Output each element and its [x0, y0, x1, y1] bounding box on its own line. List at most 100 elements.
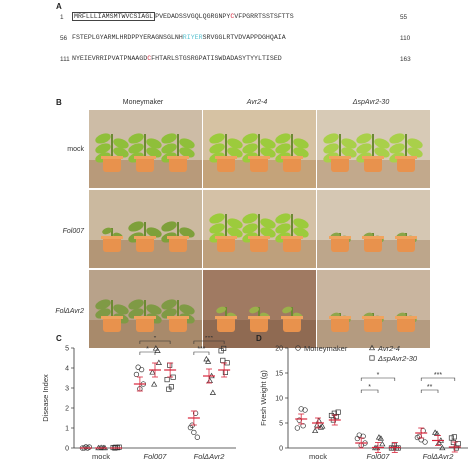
legend-marker	[369, 355, 375, 361]
plant-stem	[339, 134, 341, 158]
y-tick-label: 0	[65, 445, 69, 452]
significance-bracket	[360, 377, 396, 381]
plant-photo-cell	[317, 190, 430, 268]
y-tick-label: 2	[65, 405, 69, 412]
flower-pot	[395, 236, 417, 252]
flower-pot	[167, 236, 189, 252]
data-point	[167, 362, 173, 368]
flower-pot	[281, 236, 303, 252]
plant-photo-cell	[203, 190, 316, 268]
flower-pot	[215, 156, 237, 172]
significance-label: ***	[434, 372, 442, 379]
x-group-label: FolΔAvr2	[423, 452, 455, 461]
data-point	[360, 433, 366, 439]
sequence-line: NYEIEVRRIPVATPNAAGDCFHTARLSTGSRGPATISWDA…	[72, 55, 282, 62]
signal-peptide-box: MRFLLLIAMSMTWVCSIAGL	[72, 12, 156, 21]
data-point	[220, 357, 226, 363]
flower-pot	[248, 156, 270, 172]
y-axis-label: Fresh Weight (g)	[259, 370, 268, 426]
significance-label: *	[368, 384, 371, 391]
significance-label: ***	[197, 346, 205, 353]
data-point	[439, 444, 446, 451]
y-tick-label: 0	[279, 445, 283, 452]
sequence-line: FSTEPLGYARMLHRDPPYERAGNSGLNHRIYERSRVGGLR…	[72, 34, 286, 41]
significance-bracket	[193, 340, 225, 344]
sequence-end-number: 163	[400, 56, 411, 63]
sequence-end-number: 110	[400, 35, 411, 42]
data-point	[191, 429, 197, 436]
plant-stem	[144, 300, 146, 318]
y-tick-label: 20	[275, 345, 283, 352]
data-point	[135, 364, 141, 370]
sequence-segment: FHTARLSTGSRGPATISWDADASYTYYLTISED	[151, 55, 282, 62]
plant-stem	[177, 300, 179, 318]
sequence-segment: FSTEPLGYARMLHRDPPYERAGNSGLNH	[72, 34, 183, 41]
plant-stem	[372, 134, 374, 158]
data-point	[312, 427, 319, 434]
y-tick-label: 10	[275, 395, 283, 402]
sequence-start-number: 56	[60, 35, 68, 42]
data-point	[432, 429, 439, 435]
sequence-start-number: 111	[60, 56, 70, 63]
plant-stem	[111, 300, 113, 318]
flower-pot	[167, 316, 189, 332]
x-group-label: mock	[309, 452, 327, 461]
flower-pot	[362, 156, 384, 172]
plant-stem	[225, 214, 227, 238]
x-group-label: Fol007	[144, 452, 168, 461]
panel-b-label: B	[56, 98, 62, 107]
data-point	[319, 423, 326, 429]
sequence-segment: SRVGGLRTVDVAPPDGHQAIA	[202, 34, 286, 41]
panel-d-label: D	[256, 334, 262, 343]
data-point	[455, 441, 461, 447]
plant-stem	[258, 214, 260, 238]
highlighted-residue-cyan: RIYER	[182, 34, 203, 41]
plant-photo-cell	[89, 190, 202, 268]
legend-label: ΔspAvr2-30	[377, 354, 418, 363]
plant-stem	[405, 134, 407, 158]
significance-label: *	[377, 372, 380, 379]
significance-bracket	[193, 351, 210, 355]
plant-stem	[144, 134, 146, 158]
y-axis-label: Disease Index	[41, 374, 50, 422]
y-tick-label: 3	[65, 385, 69, 392]
plant-stem	[177, 134, 179, 158]
data-point	[209, 389, 216, 395]
data-point	[377, 435, 384, 441]
flower-pot	[134, 156, 156, 172]
plant-photo-cell	[89, 110, 202, 188]
significance-label: **	[427, 384, 433, 391]
data-point	[113, 444, 119, 450]
panel-c-label: C	[56, 334, 62, 343]
plant-photo-cell	[317, 110, 430, 188]
plant-stem	[225, 134, 227, 158]
flower-pot	[215, 236, 237, 252]
legend-label: Avr2-4	[377, 344, 400, 353]
data-point	[206, 377, 213, 383]
data-point	[331, 410, 337, 416]
flower-pot	[101, 316, 123, 332]
flower-pot	[101, 236, 123, 252]
flower-pot	[134, 236, 156, 252]
fresh-weight-chart: 0 5 10 15 20 Fresh Weight (g) mock Fol007 FolΔAv…	[259, 344, 468, 461]
flower-pot	[248, 316, 270, 332]
data-point	[164, 377, 170, 383]
y-tick-label: 15	[275, 370, 283, 377]
plant-stem	[291, 134, 293, 158]
data-point	[166, 386, 172, 392]
data-point	[294, 425, 301, 431]
flower-pot	[281, 156, 303, 172]
data-point	[335, 409, 341, 415]
data-point	[203, 355, 210, 362]
significance-bracket	[420, 389, 439, 393]
data-point	[155, 359, 162, 365]
row-header-fol007: Fol007	[62, 228, 84, 235]
flower-pot	[395, 156, 417, 172]
data-point	[356, 432, 362, 438]
significance-label: ***	[205, 336, 213, 342]
data-point	[138, 366, 145, 373]
significance-bracket	[139, 340, 171, 344]
y-tick-label: 4	[65, 365, 69, 372]
data-point	[149, 369, 156, 375]
